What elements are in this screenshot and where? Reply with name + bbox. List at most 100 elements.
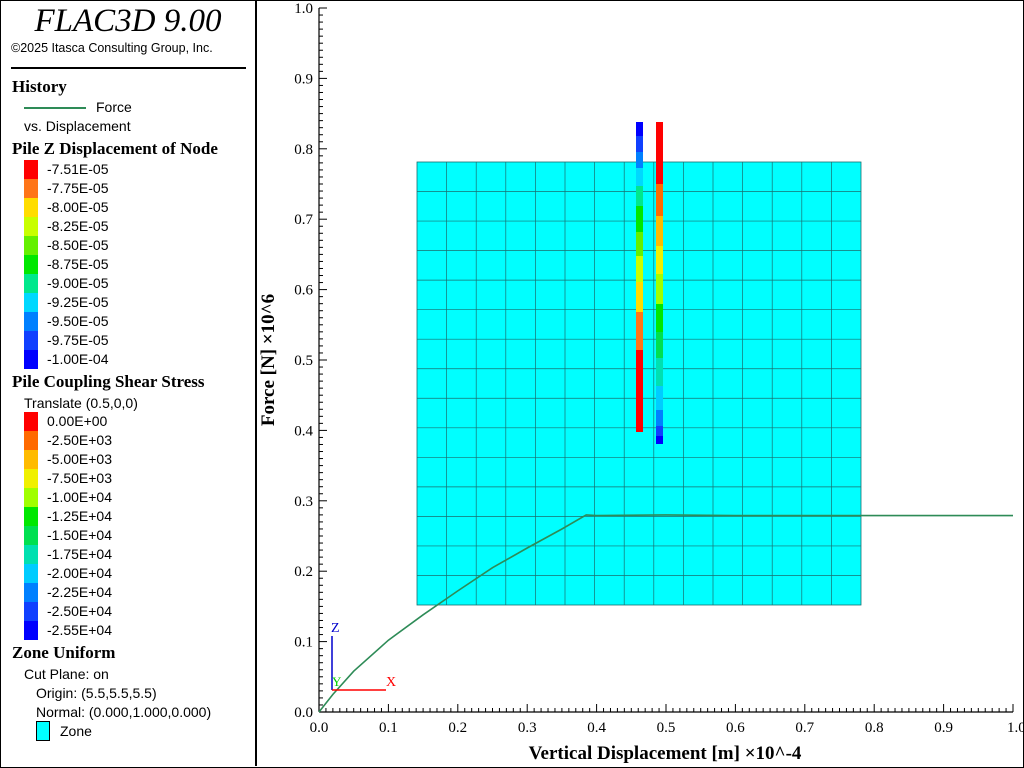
- legend-swatch: [24, 312, 38, 331]
- pile-elements: [636, 122, 663, 444]
- legend-swatch: [24, 564, 38, 583]
- zone-item-label: Zone: [60, 723, 92, 739]
- legend-label: -8.50E-05: [47, 237, 109, 253]
- zone-header: Zone Uniform: [12, 643, 116, 662]
- legend-swatch: [24, 621, 38, 640]
- pile-z-segment: [636, 136, 643, 152]
- legend-label: -8.00E-05: [47, 199, 109, 215]
- zone-normal: Normal: (0.000,1.000,0.000): [36, 704, 212, 720]
- legend-label: -1.25E+04: [47, 508, 112, 524]
- legend-swatch: [24, 331, 38, 350]
- chart-series: [318, 514, 1013, 713]
- legend-swatch: [24, 293, 38, 312]
- pile-shear-segment: [656, 410, 663, 426]
- pile-shear-segment: [656, 184, 663, 216]
- x-tick-label: 0.9: [934, 720, 953, 736]
- legend-swatch: [24, 583, 38, 602]
- history-line-swatch: [24, 107, 86, 109]
- legend-swatch: [24, 602, 38, 621]
- y-tick-label: 0.7: [294, 212, 313, 228]
- history-series-sub: vs. Displacement: [24, 118, 131, 134]
- legend-label: -2.00E+04: [47, 565, 112, 581]
- pile-shear-header: Pile Coupling Shear Stress: [12, 372, 205, 391]
- legend-divider: [11, 67, 246, 69]
- x-axis-title: Vertical Displacement [m] ×10^-4: [529, 743, 802, 764]
- legend-swatch: [24, 217, 38, 236]
- pile-z-segment: [636, 122, 643, 136]
- legend-swatch: [24, 255, 38, 274]
- axis-x-label: X: [386, 675, 396, 690]
- legend-swatch: [24, 412, 38, 431]
- legend-label: -2.50E+04: [47, 603, 112, 619]
- pile-shear-segment: [656, 436, 663, 444]
- app-title: FLAC3D 9.00: [34, 3, 222, 39]
- pile-z-segment: [636, 186, 643, 206]
- x-tick-label: 0.2: [448, 720, 467, 736]
- axis-triad: Z X Y: [331, 621, 396, 691]
- pile-z-segment: [636, 232, 643, 256]
- y-tick-label: 0.0: [294, 705, 313, 721]
- x-tick-label: 0.5: [657, 720, 676, 736]
- zone-swatch: [36, 721, 50, 741]
- pile-z-segment: [636, 312, 643, 350]
- pile-shear-segment: [656, 358, 663, 386]
- x-tick-label: 0.0: [310, 720, 329, 736]
- legend-label: -5.00E+03: [47, 451, 112, 467]
- x-tick-label: 0.1: [379, 720, 398, 736]
- legend-swatch: [24, 526, 38, 545]
- x-tick-label: 0.4: [587, 720, 606, 736]
- x-tick-label: 0.7: [795, 720, 814, 736]
- zone-origin: Origin: (5.5,5.5,5.5): [36, 685, 157, 701]
- y-tick-label: 0.1: [294, 635, 313, 651]
- y-tick-label: 0.4: [294, 423, 313, 439]
- chart-axes: 0.0 0.1 0.2 0.3 0.4 0.5 0.6 0.7 0.8 0.9 1.0 0.0 0.1 0…: [258, 1, 1024, 764]
- pile-z-segment: [636, 152, 643, 168]
- pile-shear-subtitle: Translate (0.5,0,0): [24, 395, 138, 411]
- y-tick-label: 0.3: [294, 494, 313, 510]
- y-tick-label: 0.2: [294, 564, 313, 580]
- legend-label: 0.00E+00: [47, 413, 108, 429]
- pile-z-segment: [636, 168, 643, 186]
- legend-swatch: [24, 488, 38, 507]
- legend-label: -9.00E-05: [47, 275, 109, 291]
- legend-panel: FLAC3D 9.00 ©2025 Itasca Consulting Grou…: [1, 1, 257, 766]
- legend-label: -9.50E-05: [47, 313, 109, 329]
- pile-shear-segment: [656, 246, 663, 274]
- pile-z-segment: [636, 350, 643, 432]
- legend-label: -7.51E-05: [47, 161, 109, 177]
- legend-swatch: [24, 350, 38, 369]
- pile-z-header: Pile Z Displacement of Node: [12, 139, 218, 158]
- legend-label: -2.25E+04: [47, 584, 112, 600]
- y-tick-label: 0.6: [294, 283, 313, 299]
- axis-y-label: Y: [332, 674, 342, 689]
- x-tick-label: 0.6: [726, 720, 745, 736]
- y-tick-label: 0.5: [294, 353, 313, 369]
- legend-swatch: [24, 179, 38, 198]
- legend-swatch: [24, 160, 38, 179]
- legend-label: -2.55E+04: [47, 622, 112, 638]
- y-tick-label: 0.9: [294, 71, 313, 87]
- pile-shear-segment: [656, 332, 663, 358]
- y-axis-title: Force [N] ×10^6: [258, 294, 279, 426]
- legend-swatch: [24, 450, 38, 469]
- legend-swatch: [24, 198, 38, 217]
- x-tick-label: 0.8: [865, 720, 884, 736]
- legend-label: -8.25E-05: [47, 218, 109, 234]
- legend-label: -9.75E-05: [47, 332, 109, 348]
- history-header: History: [12, 77, 67, 96]
- legend-label: -1.00E+04: [47, 489, 112, 505]
- legend-label: -8.75E-05: [47, 256, 109, 272]
- legend-swatch: [24, 274, 38, 293]
- legend-label: -1.75E+04: [47, 546, 112, 562]
- x-tick-label: 1.0: [1007, 720, 1024, 736]
- legend-swatch: [24, 431, 38, 450]
- pile-z-segment: [636, 206, 643, 232]
- pile-shear-segment: [656, 426, 663, 436]
- pile-shear-segment: [656, 304, 663, 332]
- legend-swatch: [24, 545, 38, 564]
- y-tick-label: 1.0: [294, 1, 313, 17]
- legend-label: -1.50E+04: [47, 527, 112, 543]
- history-series-name: Force: [96, 99, 132, 115]
- pile-z-segment: [636, 256, 643, 282]
